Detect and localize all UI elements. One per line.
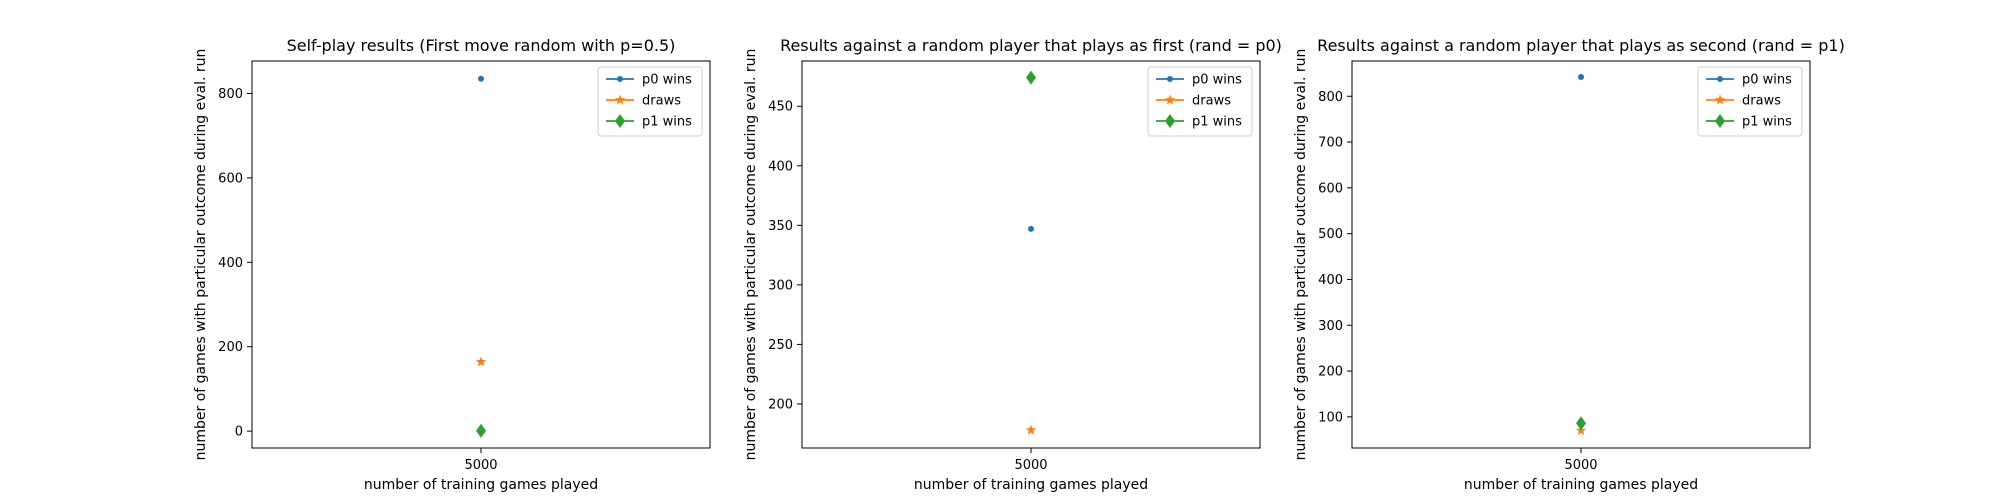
data-point-p0-wins <box>1028 225 1034 232</box>
y-tick-label: 800 <box>1318 90 1343 105</box>
legend-marker <box>1165 114 1175 128</box>
legend: p0 wins draws p1 wins <box>597 66 703 137</box>
x-axis-label: number of training games played <box>1464 477 1698 493</box>
data-point-p1-wins <box>1026 70 1036 85</box>
legend-marker <box>1715 114 1725 128</box>
y-axis-label: number of games with particular outcome … <box>193 49 209 461</box>
chart-title: Self-play results (First move random wit… <box>287 36 676 55</box>
y-tick-label: 0 <box>235 425 243 440</box>
legend-box <box>1147 66 1253 137</box>
legend-label: p0 wins <box>1192 73 1242 88</box>
legend-marker <box>614 94 626 105</box>
legend-label: draws <box>1192 94 1231 109</box>
y-tick-label: 700 <box>1318 136 1343 151</box>
data-point-draws <box>1025 424 1037 435</box>
y-tick-label: 100 <box>1318 410 1343 425</box>
data-point-p1-wins <box>1576 416 1586 431</box>
legend-marker <box>1714 94 1726 105</box>
legend: p0 wins draws p1 wins <box>1147 66 1253 137</box>
y-tick-label: 250 <box>768 338 793 353</box>
y-tick-label: 200 <box>218 340 243 355</box>
data-point-p1-wins <box>476 423 486 438</box>
y-tick-label: 400 <box>768 159 793 174</box>
legend-marker <box>615 114 625 128</box>
legend-label: draws <box>1742 94 1781 109</box>
x-tick-label: 5000 <box>1014 458 1047 473</box>
chart-title: Results against a random player that pla… <box>1317 36 1845 55</box>
chart-title: Results against a random player that pla… <box>780 36 1282 55</box>
y-tick-label: 350 <box>768 219 793 234</box>
legend: p0 wins draws p1 wins <box>1697 66 1803 137</box>
legend-marker <box>1164 94 1176 105</box>
legend-marker <box>1167 76 1173 82</box>
chart-panel-3: Results against a random player that pla… <box>1293 36 1845 493</box>
y-tick-label: 600 <box>218 171 243 186</box>
y-axis-label: number of games with particular outcome … <box>743 49 759 461</box>
y-tick-label: 800 <box>218 87 243 102</box>
y-tick-label: 450 <box>768 100 793 115</box>
legend-label: p1 wins <box>642 115 692 130</box>
y-tick-label: 200 <box>768 397 793 412</box>
legend-label: draws <box>642 94 681 109</box>
legend-marker <box>1717 76 1723 82</box>
data-point-p0-wins <box>478 75 484 82</box>
legend-box <box>1697 66 1803 137</box>
chart-panel-2: Results against a random player that pla… <box>743 36 1282 493</box>
legend-label: p1 wins <box>1742 115 1792 130</box>
x-axis-label: number of training games played <box>914 477 1148 493</box>
chart-panel-1: Self-play results (First move random wit… <box>193 36 711 493</box>
data-point-p0-wins <box>1578 74 1584 81</box>
y-tick-label: 400 <box>1318 273 1343 288</box>
y-tick-label: 600 <box>1318 181 1343 196</box>
y-tick-label: 200 <box>1318 365 1343 380</box>
y-tick-label: 300 <box>768 278 793 293</box>
y-tick-label: 500 <box>1318 227 1343 242</box>
legend-label: p1 wins <box>1192 115 1242 130</box>
x-tick-label: 5000 <box>464 458 497 473</box>
legend-box <box>597 66 703 137</box>
y-tick-label: 400 <box>218 256 243 271</box>
x-axis-label: number of training games played <box>364 477 598 493</box>
legend-label: p0 wins <box>1742 73 1792 88</box>
data-point-draws <box>475 356 487 367</box>
y-tick-label: 300 <box>1318 319 1343 334</box>
y-axis-label: number of games with particular outcome … <box>1293 49 1309 461</box>
x-tick-label: 5000 <box>1564 458 1597 473</box>
legend-marker <box>617 76 623 82</box>
legend-label: p0 wins <box>642 73 692 88</box>
